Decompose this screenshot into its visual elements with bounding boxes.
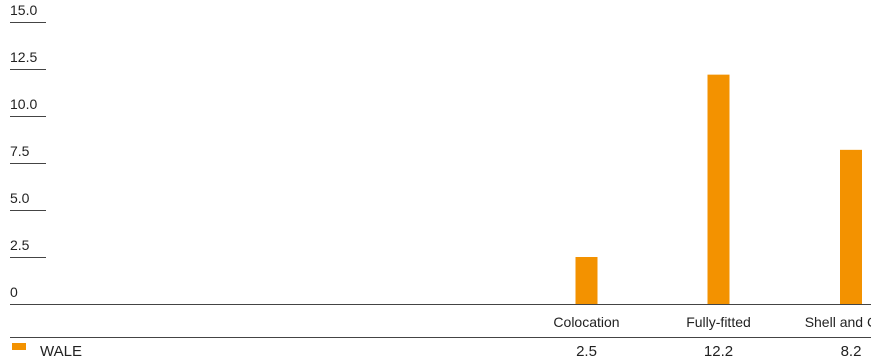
y-tick-label: 7.5 <box>10 143 30 159</box>
legend-swatch <box>12 343 26 350</box>
data-table-row: 2.5 12.2 8.2 WALE <box>12 343 861 360</box>
bar <box>707 74 730 304</box>
data-table-value: 2.5 <box>576 343 597 360</box>
y-tick-label: 5.0 <box>10 190 30 206</box>
legend-label: WALE <box>40 343 82 360</box>
x-category-label: Shell and Core <box>805 314 871 330</box>
data-table-value: 12.2 <box>704 343 733 360</box>
bars <box>575 74 862 304</box>
category-labels: Colocation Fully-fitted Shell and Core <box>553 314 871 330</box>
y-tick-label: 0 <box>10 284 18 300</box>
x-category-label: Fully-fitted <box>686 314 751 330</box>
bar <box>840 149 862 304</box>
y-axis: 0 2.5 5.0 7.5 10.0 12.5 15.0 <box>10 2 46 300</box>
y-tick-label: 12.5 <box>10 49 37 65</box>
bar <box>575 257 598 304</box>
data-table-value: 8.2 <box>841 343 862 360</box>
y-tick-label: 2.5 <box>10 237 30 253</box>
y-tick-label: 15.0 <box>10 2 37 18</box>
x-category-label: Colocation <box>553 314 619 330</box>
y-tick-label: 10.0 <box>10 96 37 112</box>
